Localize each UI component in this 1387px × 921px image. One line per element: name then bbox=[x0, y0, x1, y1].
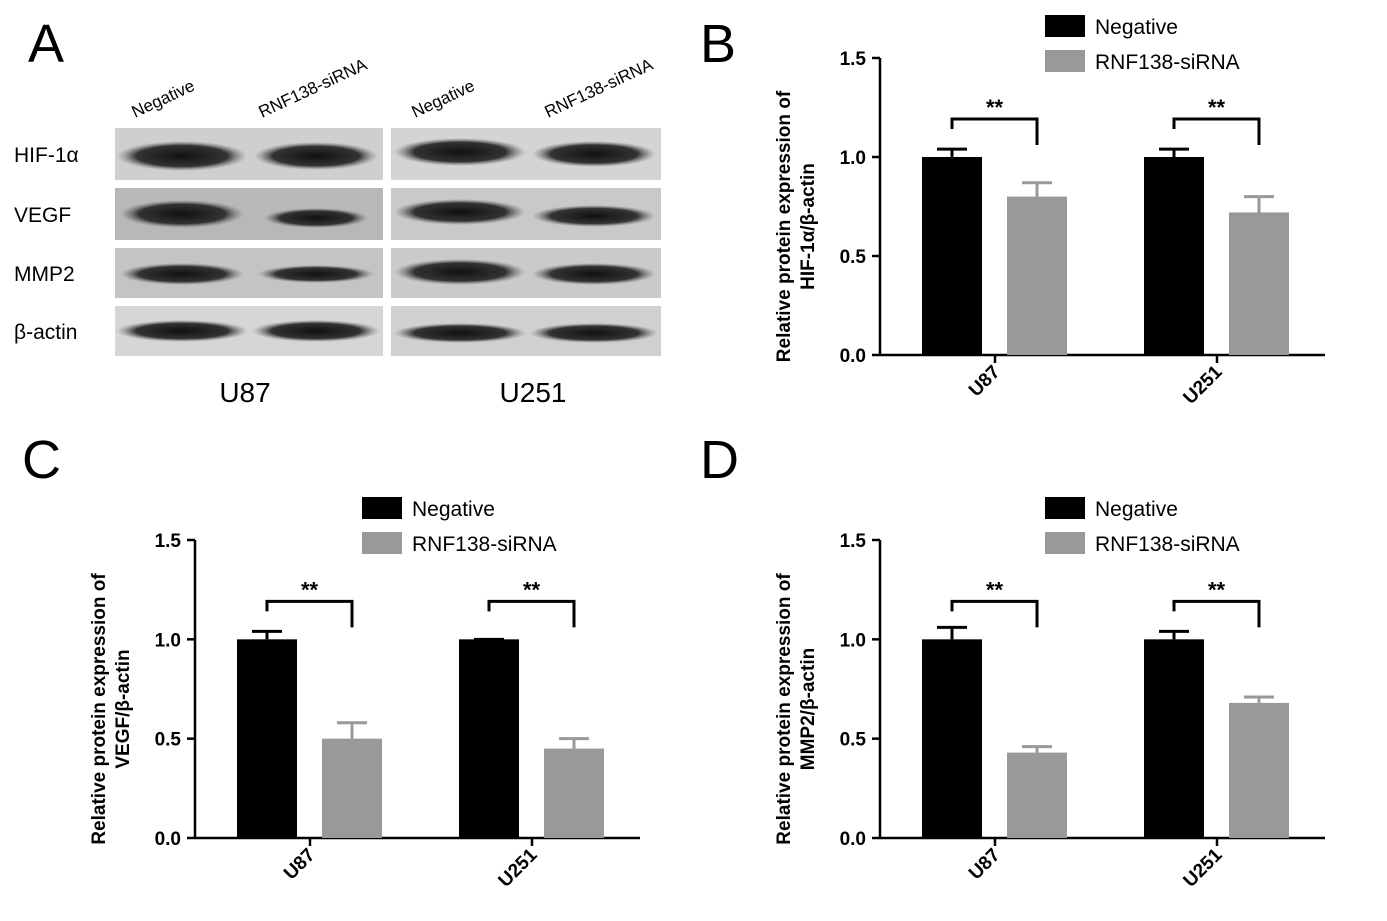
error-bar bbox=[1244, 195, 1274, 213]
y-axis-label: Relative protein expression of bbox=[774, 90, 795, 362]
lane-label: RNF138-siRNA bbox=[542, 55, 657, 122]
significance-bracket bbox=[1172, 117, 1261, 145]
bar bbox=[1144, 157, 1204, 355]
y-tick-label: 1.0 bbox=[840, 148, 866, 169]
cell-line-label: U87 bbox=[219, 377, 270, 408]
legend-label: RNF138-siRNA bbox=[412, 533, 557, 556]
bar bbox=[1144, 639, 1204, 838]
y-tick-label: 0.5 bbox=[155, 730, 182, 751]
error-bar bbox=[937, 147, 967, 157]
lane-label: Negative bbox=[129, 76, 198, 122]
legend-label: Negative bbox=[412, 498, 495, 521]
legend-swatch bbox=[1045, 50, 1085, 72]
cell-line-label: U251 bbox=[500, 377, 567, 408]
y-axis-label: HIF-1α/β-actin bbox=[798, 163, 819, 290]
bar bbox=[922, 639, 982, 838]
error-bar bbox=[337, 721, 367, 739]
lane-label: Negative bbox=[409, 76, 478, 122]
bar bbox=[1229, 702, 1289, 838]
significance-bracket bbox=[1172, 599, 1261, 628]
y-tick-label: 0.0 bbox=[155, 829, 181, 850]
error-bar bbox=[937, 625, 967, 640]
row-label: MMP2 bbox=[14, 263, 75, 286]
legend-swatch bbox=[1045, 497, 1085, 519]
y-axis-label: VEGF/β-actin bbox=[113, 649, 134, 768]
y-axis-label: MMP2/β-actin bbox=[798, 648, 819, 770]
panel-letter: B bbox=[700, 14, 736, 74]
panel-letter: C bbox=[22, 430, 61, 490]
row-label: VEGF bbox=[14, 204, 71, 227]
error-bar bbox=[1159, 629, 1189, 640]
y-tick-label: 1.5 bbox=[155, 531, 182, 552]
x-tick-label: U87 bbox=[965, 362, 1004, 401]
error-bar bbox=[1159, 147, 1189, 157]
legend-label: RNF138-siRNA bbox=[1095, 533, 1240, 556]
bar bbox=[322, 738, 382, 838]
x-tick-label: U87 bbox=[280, 845, 319, 884]
blot-image bbox=[115, 128, 661, 356]
y-tick-label: 0.0 bbox=[840, 346, 866, 367]
legend-swatch bbox=[1045, 15, 1085, 37]
x-tick-label: U251 bbox=[1180, 844, 1227, 891]
y-tick-label: 1.0 bbox=[155, 630, 181, 651]
row-label: HIF-1α bbox=[14, 144, 79, 167]
bar bbox=[459, 639, 519, 838]
x-tick-label: U87 bbox=[965, 845, 1004, 884]
bar bbox=[1007, 196, 1067, 355]
x-tick-label: U251 bbox=[1180, 361, 1227, 408]
y-tick-label: 0.0 bbox=[840, 829, 866, 850]
significance-bracket bbox=[487, 599, 576, 628]
x-tick-label: U251 bbox=[495, 844, 542, 891]
y-tick-label: 0.5 bbox=[840, 730, 867, 751]
legend-swatch bbox=[1045, 532, 1085, 554]
bar bbox=[1229, 212, 1289, 355]
significance-bracket bbox=[265, 599, 354, 628]
significance-bracket bbox=[950, 117, 1039, 145]
y-tick-label: 1.0 bbox=[840, 630, 866, 651]
bar bbox=[544, 748, 604, 838]
y-axis-label: Relative protein expression of bbox=[774, 573, 795, 845]
bar bbox=[1007, 752, 1067, 838]
legend-label: Negative bbox=[1095, 498, 1178, 521]
y-tick-label: 1.5 bbox=[840, 531, 867, 552]
y-tick-label: 1.5 bbox=[840, 49, 867, 70]
significance-label: ** bbox=[523, 577, 541, 602]
significance-label: ** bbox=[986, 577, 1004, 602]
significance-label: ** bbox=[1208, 95, 1226, 120]
significance-label: ** bbox=[986, 95, 1004, 120]
significance-label: ** bbox=[1208, 577, 1226, 602]
y-tick-label: 0.5 bbox=[840, 247, 867, 268]
bar bbox=[237, 639, 297, 838]
error-bar bbox=[559, 737, 589, 749]
error-bar bbox=[1022, 181, 1052, 197]
error-bar bbox=[252, 629, 282, 640]
legend-label: Negative bbox=[1095, 16, 1178, 39]
significance-label: ** bbox=[301, 577, 319, 602]
legend-swatch bbox=[362, 497, 402, 519]
significance-bracket bbox=[950, 599, 1039, 628]
y-axis-label: Relative protein expression of bbox=[89, 573, 110, 845]
row-label: β-actin bbox=[14, 321, 77, 344]
panel-letter: A bbox=[28, 14, 64, 74]
legend-label: RNF138-siRNA bbox=[1095, 51, 1240, 74]
panel-letter: D bbox=[700, 430, 739, 490]
error-bar bbox=[1244, 695, 1274, 703]
lane-label: RNF138-siRNA bbox=[256, 55, 371, 122]
bar bbox=[922, 157, 982, 355]
error-bar bbox=[1022, 745, 1052, 753]
legend-swatch bbox=[362, 532, 402, 554]
